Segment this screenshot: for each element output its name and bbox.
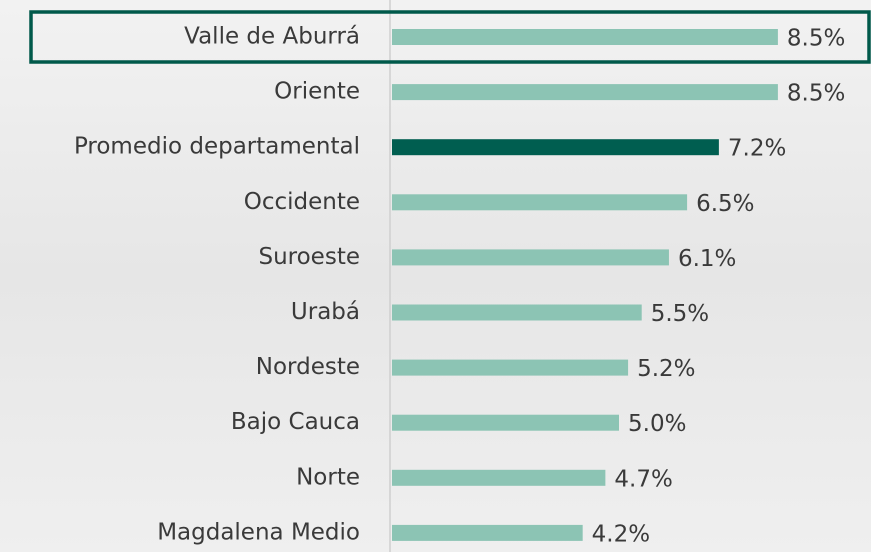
- value-label: 5.5%: [651, 301, 709, 327]
- category-label: Occidente: [244, 189, 360, 215]
- category-label: Valle de Aburrá: [184, 24, 360, 50]
- bar: [392, 359, 629, 376]
- bar: [392, 304, 642, 321]
- bar: [392, 29, 778, 45]
- highlight-box: [29, 10, 871, 64]
- bar: [392, 249, 669, 266]
- bar: [392, 139, 719, 156]
- value-label: 5.2%: [637, 356, 695, 382]
- bar: [392, 414, 619, 431]
- value-label: 4.7%: [614, 466, 672, 492]
- value-label: 8.5%: [787, 26, 845, 52]
- value-label: 7.2%: [728, 136, 786, 162]
- category-label: Suroeste: [258, 244, 360, 270]
- bar: [392, 194, 688, 211]
- category-label: Norte: [296, 464, 360, 490]
- bar: [392, 469, 606, 486]
- value-label: 6.5%: [696, 191, 754, 217]
- bar: [392, 84, 778, 101]
- value-label: 5.0%: [628, 411, 686, 437]
- category-label: Nordeste: [256, 354, 360, 380]
- value-label: 4.2%: [592, 521, 650, 547]
- category-label: Bajo Cauca: [231, 409, 360, 435]
- bar: [392, 524, 583, 541]
- value-label: 8.5%: [787, 81, 845, 107]
- category-label: Magdalena Medio: [157, 519, 360, 545]
- category-label: Promedio departamental: [74, 134, 360, 160]
- value-label: 6.1%: [678, 246, 736, 272]
- category-label: Urabá: [291, 299, 360, 325]
- category-label: Oriente: [274, 79, 360, 105]
